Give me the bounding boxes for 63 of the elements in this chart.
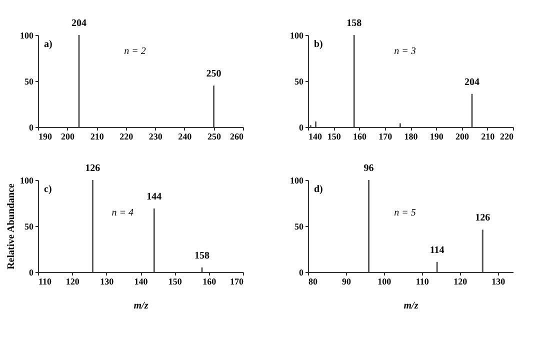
annotation: 158 (194, 250, 210, 262)
x-tick-label: 220 (120, 132, 134, 142)
annotation: 144 (146, 192, 162, 203)
annotation: 126 (85, 163, 100, 174)
x-tick-label: 230 (148, 132, 163, 142)
y-tick-label: 0 (29, 122, 34, 132)
x-tick-label: 210 (481, 132, 496, 142)
y-tick-label: 100 (20, 176, 34, 186)
annotation: 96 (364, 163, 374, 174)
x-tick-label: 190 (430, 132, 444, 142)
annotation: n = 3 (394, 46, 416, 58)
x-tick-label: 170 (378, 132, 393, 142)
x-tick-label: 130 (492, 276, 506, 286)
annotation: 204 (464, 76, 480, 88)
x-tick-label: 110 (416, 276, 430, 286)
x-tick-label: 150 (327, 132, 342, 142)
annotation: 204 (72, 18, 86, 29)
x-axis-title: m/z (134, 300, 148, 312)
y-tick-label: 0 (299, 122, 304, 132)
x-tick-label: 210 (90, 132, 104, 142)
x-tick-label: 140 (134, 276, 148, 286)
y-tick-label: 100 (20, 30, 34, 40)
x-tick-label: 80 (308, 276, 318, 286)
x-tick-label: 100 (378, 276, 392, 286)
x-tick-label: 180 (404, 132, 418, 142)
annotation: n = 4 (112, 208, 134, 219)
annotation: c) (44, 184, 52, 195)
annotation: 126 (475, 212, 490, 224)
x-axis-title: m/z (404, 300, 418, 312)
y-tick-label: 0 (29, 268, 34, 278)
annotation: b) (314, 39, 323, 50)
y-tick-label: 50 (294, 76, 304, 86)
x-tick-label: 90 (342, 276, 352, 286)
annotation: n = 2 (124, 46, 146, 58)
x-tick-label: 120 (66, 276, 80, 286)
x-tick-label: 260 (230, 132, 244, 142)
x-tick-label: 170 (230, 276, 244, 286)
y-tick-label: 100 (290, 30, 304, 40)
x-tick-label: 150 (168, 276, 182, 286)
annotation: 158 (346, 18, 362, 29)
x-tick-label: 250 (207, 132, 222, 142)
y-tick-label: 0 (299, 268, 304, 278)
x-tick-label: 220 (500, 132, 514, 142)
x-tick-label: 240 (178, 132, 192, 142)
y-axis-title: Relative Abundance (6, 183, 17, 270)
x-tick-label: 130 (100, 276, 114, 286)
annotation: 114 (430, 244, 444, 256)
x-tick-label: 160 (202, 276, 217, 286)
x-tick-label: 110 (38, 276, 52, 286)
y-tick-label: 50 (24, 222, 34, 232)
y-tick-label: 100 (290, 176, 304, 186)
x-tick-label: 200 (61, 132, 76, 142)
x-tick-label: 200 (456, 132, 470, 142)
annotation: n = 5 (394, 208, 416, 219)
x-tick-label: 190 (38, 132, 52, 142)
x-tick-label: 120 (454, 276, 468, 286)
annotation: a) (44, 39, 52, 50)
annotation: d) (314, 184, 323, 195)
y-tick-label: 50 (294, 222, 304, 232)
y-tick-label: 50 (24, 76, 34, 86)
annotation: 250 (206, 68, 222, 80)
x-tick-label: 140 (308, 132, 322, 142)
x-tick-label: 160 (353, 132, 367, 142)
